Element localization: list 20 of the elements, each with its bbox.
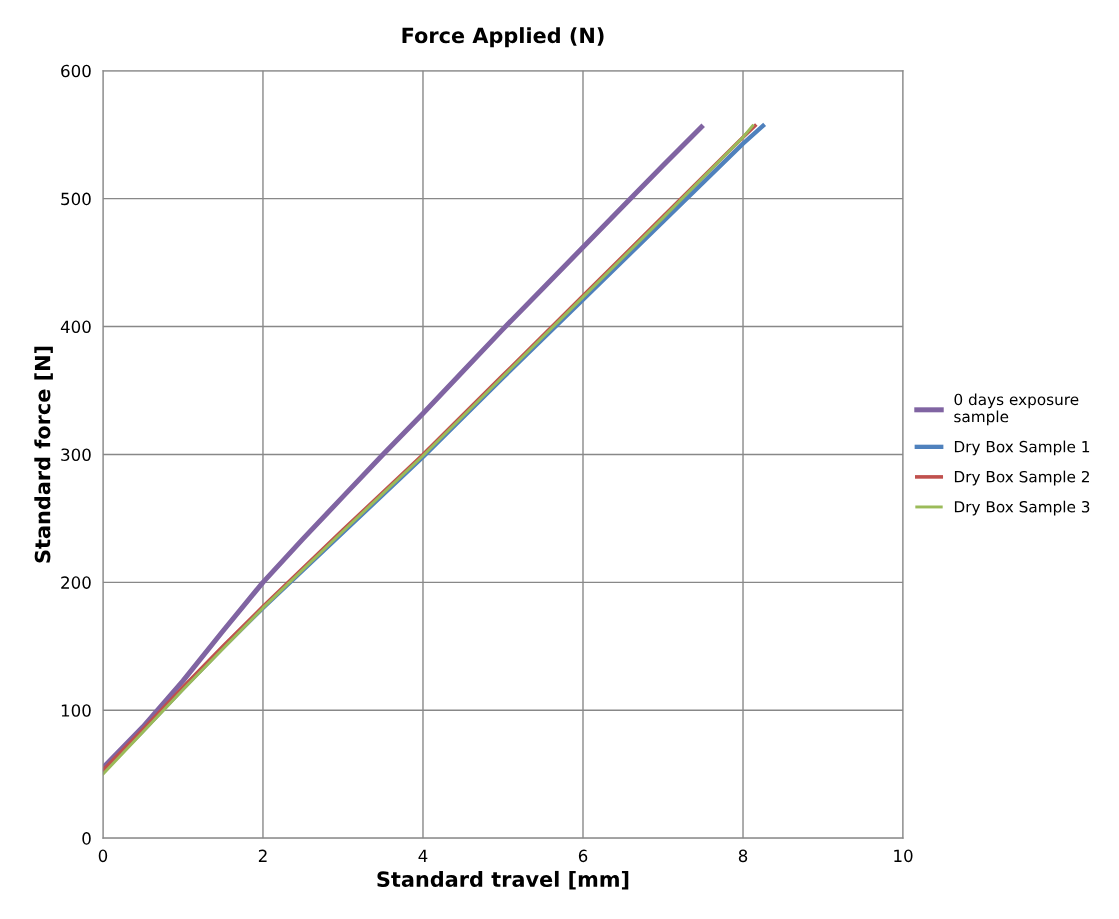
legend-label: Dry Box Sample 3: [954, 500, 1090, 516]
y-tick-label: 200: [61, 576, 91, 589]
y-tick-label: 600: [61, 64, 91, 78]
x-axis-title: Standard travel [mm]: [377, 870, 629, 890]
y-tick-label: 500: [61, 192, 91, 206]
chart-title: Force Applied (N): [402, 27, 604, 48]
x-tick-label: 2: [258, 849, 267, 862]
legend-label: 0 days exposure sample: [954, 393, 1079, 426]
x-tick-label: 4: [418, 849, 428, 862]
x-tick-label: 0: [98, 849, 108, 863]
x-tick-label: 8: [738, 849, 748, 863]
y-tick-label: 0: [82, 832, 91, 845]
y-tick-label: 300: [61, 448, 91, 462]
y-tick-label: 100: [61, 704, 91, 717]
legend-label: Dry Box Sample 2: [954, 470, 1089, 486]
x-tick-label: 6: [578, 849, 588, 863]
y-tick-label: 400: [60, 320, 91, 334]
y-axis-title: Standard force [N]: [34, 346, 53, 563]
x-tick-label: 10: [894, 849, 913, 863]
legend-label: Dry Box Sample 1: [954, 440, 1090, 456]
